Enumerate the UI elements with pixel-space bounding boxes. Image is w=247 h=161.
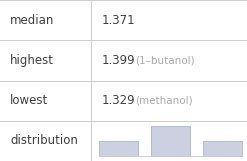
Text: distribution: distribution: [10, 134, 78, 147]
Text: highest: highest: [10, 54, 54, 67]
FancyBboxPatch shape: [203, 141, 242, 156]
Text: 1.371: 1.371: [101, 14, 135, 27]
Text: (methanol): (methanol): [135, 96, 193, 106]
Text: lowest: lowest: [10, 94, 48, 107]
FancyBboxPatch shape: [99, 141, 138, 156]
Text: median: median: [10, 14, 54, 27]
Text: 1.399: 1.399: [101, 54, 135, 67]
Text: (1–butanol): (1–butanol): [135, 55, 195, 65]
Text: 1.329: 1.329: [101, 94, 135, 107]
FancyBboxPatch shape: [151, 126, 190, 156]
